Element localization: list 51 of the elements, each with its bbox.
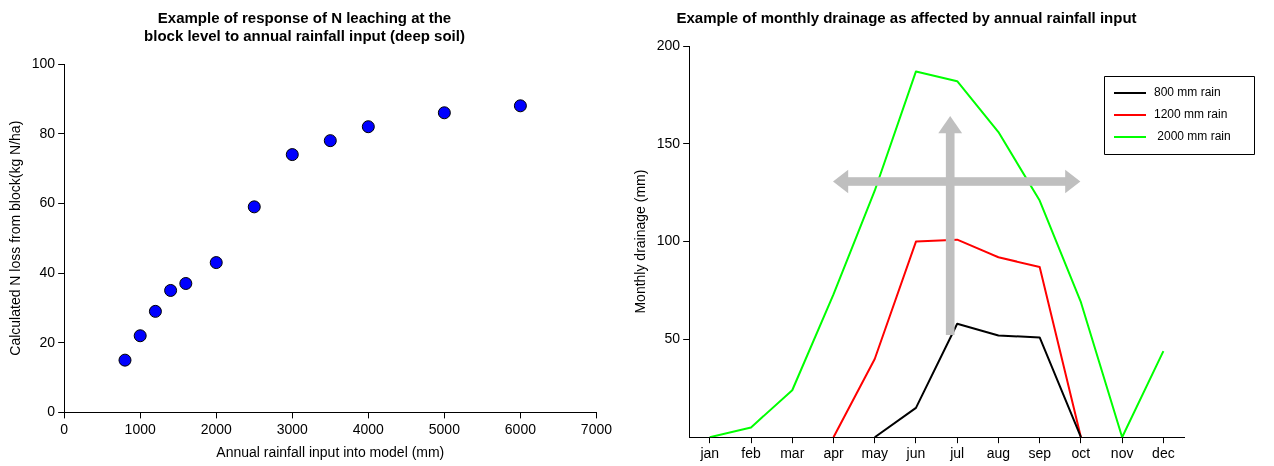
x-tick-label: 6000 [504,420,537,437]
y-tick-label: 150 [656,134,681,151]
x-tick-label: 4000 [352,420,385,437]
point [437,106,451,120]
point [209,256,223,270]
x-tick-label: sep [1028,445,1052,462]
legend-label: 1200 mm rain [1154,107,1228,122]
x-tick-label: 3000 [276,420,309,437]
y-tick-label: 100 [656,232,681,249]
x-tick-label: jul [949,445,965,462]
x-tick-label: 7000 [580,420,613,437]
chart-title: Example of monthly drainage as affected by annual rainfall input [676,9,1137,27]
x-tick-label: 5000 [428,420,461,437]
point [285,148,299,162]
x-tick-label: may [861,445,888,462]
y-tick-label: 100 [31,54,56,71]
y-tick-label: 200 [656,36,681,53]
x-tick-label: jun [905,445,926,462]
point [118,353,132,367]
text: block level to annual rainfall input (deep soil) [144,27,465,45]
x-tick-label: 0 [60,420,69,437]
text: Example of response of N leaching at the [157,9,452,27]
x-tick-label: dec [1152,445,1175,462]
y-tick-label: 50 [664,330,681,347]
point [361,120,375,134]
point [323,134,337,148]
legend-label: 2000 mm rain [1154,129,1231,144]
x-tick-label: 1000 [124,420,156,437]
x-tick-label: feb [741,445,761,462]
y-tick-label: 80 [39,124,56,141]
point [133,329,147,343]
y-tick-label: 0 [47,403,56,420]
y-tick-label: 60 [39,194,56,211]
x-tick-label: nov [1110,445,1134,462]
point [513,99,527,113]
x-tick-label: oct [1071,445,1091,462]
y-tick-label: 40 [39,263,56,280]
x-tick-label: apr [823,445,844,462]
y-axis-title: Monthly drainage (mm) [632,169,649,314]
x-tick-label: aug [986,445,1011,462]
x-tick-label: 2000 [200,420,233,437]
x-tick-label: jan [699,445,720,462]
y-tick-label: 20 [39,333,56,350]
y-axis-title: Calculated N loss from block(kg N/ha) [7,120,24,356]
x-tick-label: mar [780,445,805,462]
legend-label: 800 mm rain [1154,85,1221,100]
point [179,276,193,290]
point [247,200,261,214]
x-axis-title: Annual rainfall input into model (mm) [216,444,445,461]
point [164,283,178,297]
point [148,304,162,318]
